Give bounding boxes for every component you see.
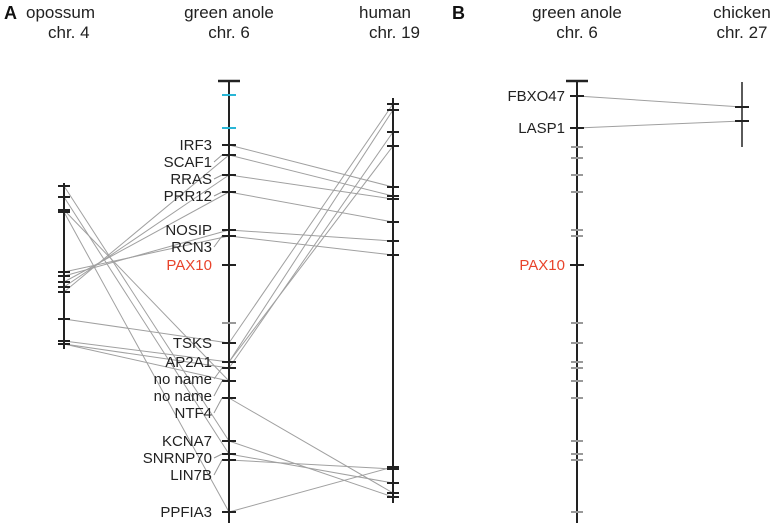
species-name: human: [359, 3, 411, 22]
label-leader-line: [213, 397, 223, 414]
header-chicken: chicken chr. 27: [710, 3, 774, 43]
species-name: chicken: [713, 3, 771, 22]
gene-label: LASP1: [518, 120, 565, 137]
ortholog-link: [228, 235, 394, 256]
ortholog-link: [576, 95, 743, 108]
gene-label: TSKS: [173, 335, 212, 352]
gene-label: SCAF1: [164, 154, 212, 171]
label-leader-line: [213, 453, 223, 459]
header-opossum: opossum chr. 4: [26, 3, 95, 43]
gene-label: PAX10: [519, 257, 565, 274]
ortholog-link: [228, 466, 394, 513]
chromosome-label: chr. 27: [716, 23, 768, 42]
gene-label: LIN7B: [170, 467, 212, 484]
ortholog-link: [63, 174, 230, 288]
label-leader-line: [213, 174, 223, 180]
gene-label: RRAS: [170, 171, 212, 188]
gene-label: no name: [154, 371, 212, 388]
label-leader-line: [213, 367, 223, 380]
gene-label: RCN3: [171, 239, 212, 256]
species-name: opossum: [26, 3, 95, 22]
gene-label: KCNA7: [162, 433, 212, 450]
ortholog-link: [63, 235, 230, 273]
gene-label: IRF3: [179, 137, 212, 154]
ortholog-link: [228, 131, 394, 369]
chromosome-label: chr. 4: [48, 23, 90, 42]
ortholog-link: [63, 196, 230, 455]
chromosome-label: chr. 6: [208, 23, 250, 42]
ortholog-link: [63, 154, 230, 293]
ortholog-link: [63, 191, 230, 283]
ortholog-link: [63, 343, 230, 369]
label-leader-line: [213, 154, 223, 163]
gene-label: PRR12: [164, 188, 212, 205]
gene-label: FBXO47: [507, 88, 565, 105]
panel-b-label: B: [452, 3, 465, 23]
ortholog-link: [228, 453, 394, 484]
ortholog-link: [63, 343, 230, 382]
ortholog-link: [228, 174, 394, 200]
gene-label: no name: [154, 388, 212, 405]
species-name: green anole: [532, 3, 622, 22]
gene-label: AP2A1: [165, 354, 212, 371]
gene-label: SNRNP70: [143, 450, 212, 467]
ortholog-link: [63, 185, 230, 442]
header-green-anole-b: green anole chr. 6: [517, 3, 637, 43]
gene-label: NOSIP: [165, 222, 212, 239]
ortholog-link: [576, 120, 743, 129]
gene-label: PAX10: [166, 257, 212, 274]
species-name: green anole: [184, 3, 274, 22]
ortholog-link: [63, 209, 230, 382]
gene-label: PPFIA3: [160, 504, 212, 521]
ortholog-link: [63, 318, 230, 344]
chromosome-label: chr. 6: [556, 23, 598, 42]
label-leader-line: [213, 191, 223, 197]
label-leader-line: [213, 380, 223, 397]
ortholog-link: [63, 340, 230, 363]
ortholog-link: [228, 145, 394, 363]
ortholog-link: [228, 154, 394, 197]
ortholog-link: [228, 191, 394, 223]
ortholog-link: [228, 103, 394, 344]
panel-a-label: A: [4, 3, 17, 23]
ortholog-link: [228, 144, 394, 188]
ortholog-link: [228, 397, 394, 494]
label-leader-line: [213, 459, 223, 476]
chromosome-label: chr. 19: [368, 23, 420, 42]
gene-label: NTF4: [175, 405, 213, 422]
header-green-anole-a: green anole chr. 6: [169, 3, 289, 43]
header-human: human chr. 19: [340, 3, 420, 43]
label-leader-line: [213, 235, 223, 248]
ortholog-link: [228, 459, 394, 470]
ortholog-link: [228, 109, 394, 363]
